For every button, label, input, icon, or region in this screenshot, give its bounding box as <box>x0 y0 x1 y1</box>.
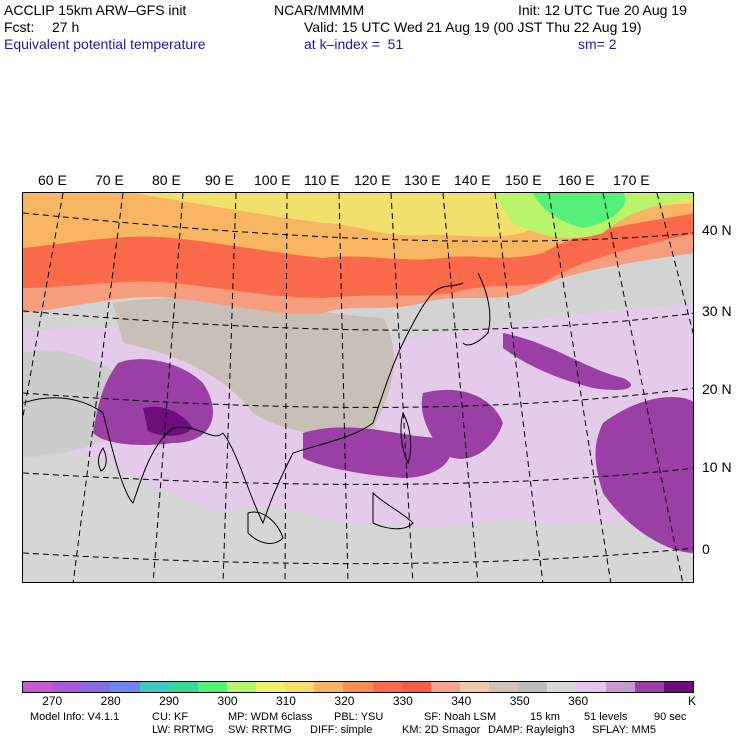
colorbar-tick-label: 360 <box>568 694 589 708</box>
colorbar-segment <box>430 682 460 692</box>
lon-label: 60 E <box>38 172 67 188</box>
footer-cu: CU: KF <box>152 711 189 723</box>
lon-label: 130 E <box>404 172 441 188</box>
colorbar-unit: K <box>688 694 697 708</box>
colorbar-tick-label: 320 <box>334 694 355 708</box>
field-purple-scs <box>303 427 451 478</box>
colorbar-segment <box>547 682 577 692</box>
lon-label: 80 E <box>152 172 181 188</box>
field-purple-pacific <box>595 397 693 553</box>
graticule <box>23 193 693 582</box>
lon-label: 90 E <box>205 172 234 188</box>
colorbar-segment <box>197 682 227 692</box>
footer-timestep: 90 sec <box>654 711 687 723</box>
field-darkpurple-bengal <box>143 406 193 436</box>
colorbar-tick-label: 300 <box>217 694 238 708</box>
footer-pbl: PBL: YSU <box>334 711 384 723</box>
lon-label: 150 E <box>505 172 542 188</box>
lon-label: 120 E <box>354 172 391 188</box>
colorbar-segment <box>226 682 256 692</box>
footer-lw: LW: RRTMG <box>152 724 214 736</box>
valid-time: Valid: 15 UTC Wed 21 Aug 19 (00 JST Thu … <box>304 19 642 35</box>
lon-label: 170 E <box>613 172 650 188</box>
colorbar-segment <box>81 682 111 692</box>
colorbar-segment <box>605 682 635 692</box>
theta-e-map <box>22 192 694 583</box>
lon-label: 110 E <box>304 172 340 188</box>
colorbar-segment <box>663 682 693 692</box>
lat-label: 10 N <box>702 459 732 475</box>
lon-label: 70 E <box>95 172 124 188</box>
footer-km: KM: 2D Smagor <box>402 724 481 736</box>
colorbar-segment <box>459 682 489 692</box>
colorbar-segment <box>343 682 373 692</box>
coastlines <box>23 272 491 544</box>
colorbar-tick-label: 310 <box>275 694 296 708</box>
colorbar-segment <box>372 682 402 692</box>
colorbar-segment <box>576 682 606 692</box>
colorbar-tick-label: 330 <box>392 694 413 708</box>
footer-damp: DAMP: Rayleigh3 <box>488 724 575 736</box>
footer-sw: SW: RRTMG <box>228 724 292 736</box>
footer-diff: DIFF: simple <box>310 724 373 736</box>
model-title: ACCLIP 15km ARW–GFS init <box>4 2 187 18</box>
footer-levels: 51 levels <box>584 711 628 723</box>
lon-label: 100 E <box>254 172 291 188</box>
forecast-label: Fcst: <box>4 19 35 35</box>
colorbar-segment <box>256 682 286 692</box>
footer-resolution: 15 km <box>530 711 560 723</box>
colorbar-tick-label: 280 <box>100 694 121 708</box>
field-grey-south <box>23 449 693 582</box>
lat-label: 20 N <box>702 381 732 397</box>
colorbar-tick-label: 340 <box>451 694 472 708</box>
init-time: Init: 12 UTC Tue 20 Aug 19 <box>518 2 687 18</box>
lon-label: 160 E <box>558 172 595 188</box>
level-index: at k–index = 51 <box>304 36 404 52</box>
colorbar-segment <box>52 682 82 692</box>
colorbar-segment <box>110 682 140 692</box>
lat-label: 0 <box>702 541 710 557</box>
forecast-hours: 27 h <box>52 19 80 35</box>
field-beige-china <box>113 298 394 436</box>
field-green <box>533 193 626 228</box>
map-canvas <box>23 193 693 582</box>
field-purple-band <box>503 333 632 390</box>
center-name: NCAR/MMMM <box>274 2 365 18</box>
smoothing-value: sm= 2 <box>578 36 617 52</box>
field-name: Equivalent potential temperature <box>4 36 206 52</box>
colorbar-segment <box>23 682 53 692</box>
colorbar-tick-label: 270 <box>42 694 63 708</box>
footer-model-info: Model Info: V4.1.1 <box>30 711 120 723</box>
lat-label: 30 N <box>702 303 732 319</box>
colorbar-tick-label: 350 <box>509 694 530 708</box>
footer-sf: SF: Noah LSM <box>424 711 497 723</box>
footer-sflay: SFLAY: MM5 <box>592 724 656 736</box>
colorbar <box>22 681 694 693</box>
colorbar-segment <box>489 682 519 692</box>
field-purple-philippine-sea <box>421 389 503 459</box>
lat-label: 40 N <box>702 222 732 238</box>
colorbar-segment <box>139 682 169 692</box>
colorbar-tick-label: 290 <box>159 694 180 708</box>
footer-mp: MP: WDM 6class <box>228 711 313 723</box>
colorbar-segment <box>634 682 664 692</box>
colorbar-segment <box>314 682 344 692</box>
colorbar-segment <box>518 682 548 692</box>
lon-label: 140 E <box>454 172 491 188</box>
colorbar-segment <box>168 682 198 692</box>
colorbar-segment <box>401 682 431 692</box>
colorbar-segment <box>285 682 315 692</box>
